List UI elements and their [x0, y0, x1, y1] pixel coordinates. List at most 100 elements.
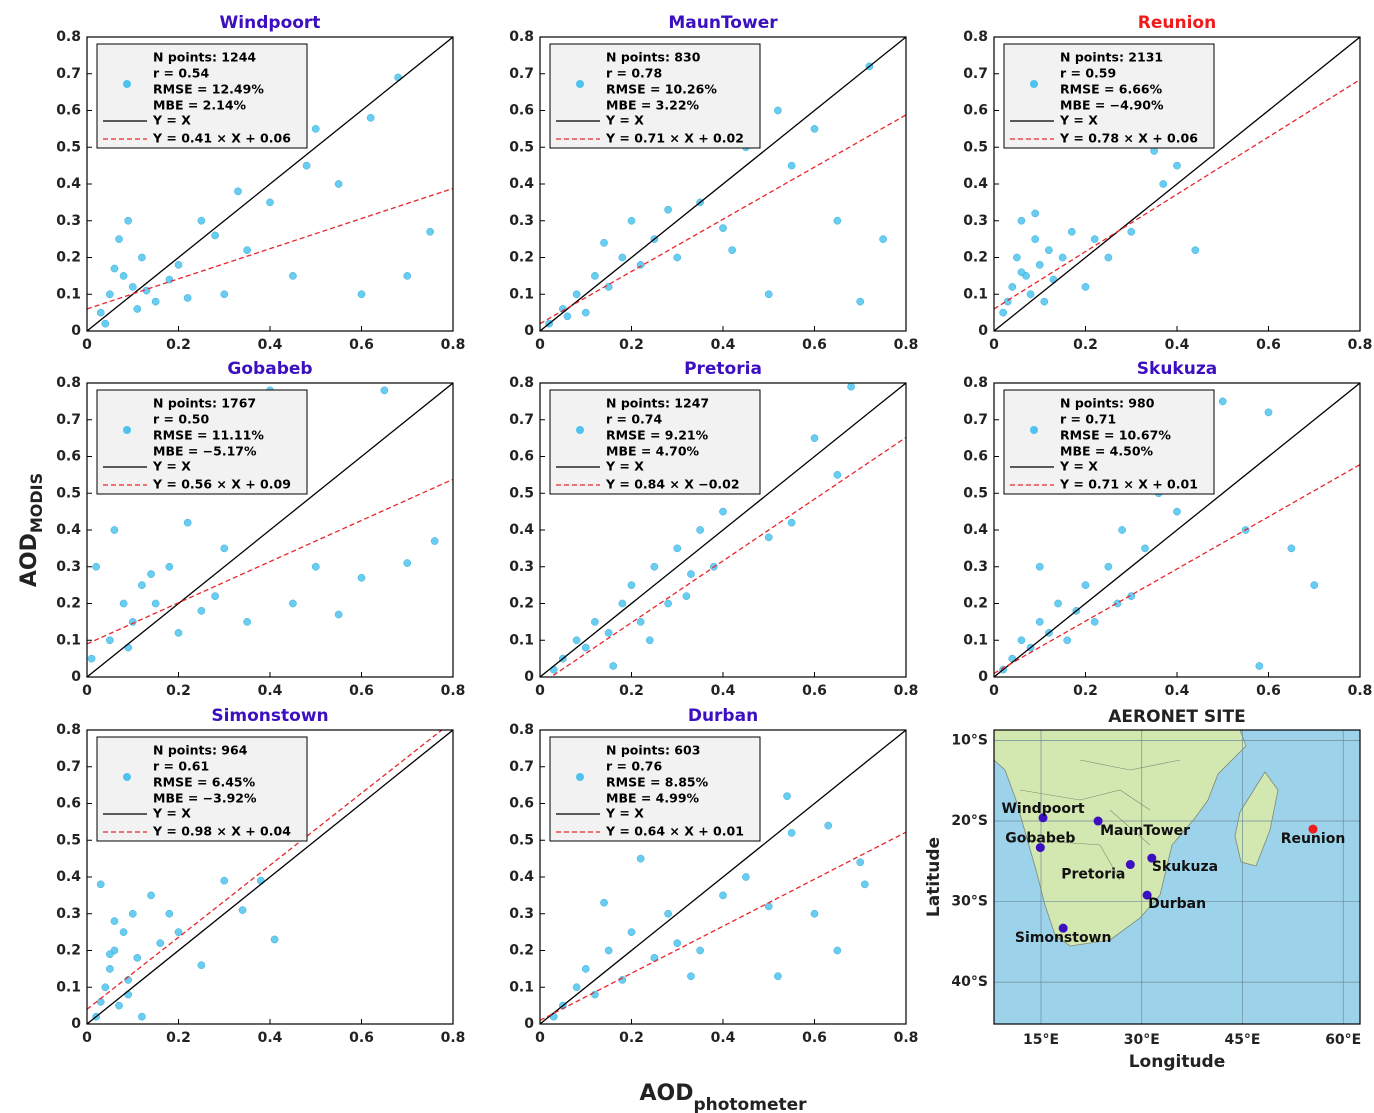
point [1058, 253, 1067, 262]
point [1026, 290, 1035, 299]
y-tick-label: 0.3 [963, 213, 988, 229]
point [174, 629, 183, 637]
point [128, 909, 137, 918]
legend-stat: N points: 830 [606, 50, 701, 65]
point [1090, 618, 1099, 626]
legend-marker [1030, 80, 1038, 88]
y-tick-label: 0.7 [509, 412, 534, 428]
legend-stat: N points: 1247 [606, 396, 709, 411]
point [96, 308, 105, 317]
point [211, 231, 219, 240]
x-tick-label: 15°E [1023, 1032, 1059, 1048]
point [183, 294, 192, 302]
x-tick-label: 0.2 [166, 683, 191, 699]
y-tick-label: 0.4 [963, 176, 988, 192]
fit-line [994, 464, 1360, 674]
point [366, 114, 375, 122]
legend-label: Y = 0.56 × X + 0.09 [152, 477, 291, 492]
point [151, 599, 160, 608]
legend-box [549, 389, 761, 495]
x-tick-label: 0.2 [619, 1030, 644, 1046]
legend-label: Y = X [605, 459, 644, 474]
fit-line [540, 730, 906, 1024]
point [581, 965, 590, 973]
point [591, 272, 599, 280]
point [696, 526, 704, 534]
y-tick-label: 0.1 [509, 632, 534, 648]
legend-label: Y = 0.64 × X + 0.01 [605, 824, 744, 839]
legend-box [96, 43, 308, 149]
point [563, 312, 572, 321]
y-tick-label: 0 [524, 1016, 534, 1032]
y-tick-label: 0.6 [963, 449, 988, 465]
y-tick-label: 0.6 [509, 103, 534, 119]
x-tick-label: 0.6 [1256, 337, 1281, 353]
legend-label: Y = 0.71 × X + 0.01 [1059, 477, 1198, 492]
x-label-sub: photometer [693, 1095, 807, 1113]
x-tick-label: 0.4 [258, 683, 283, 699]
y-tick-label: 0.3 [963, 559, 988, 575]
point [1081, 581, 1090, 589]
y-tick-label: 0.1 [509, 286, 534, 302]
point [1008, 283, 1017, 291]
point [627, 581, 636, 589]
legend-stat: MBE = 3.22% [606, 98, 700, 113]
y-tick-label: 0.4 [56, 869, 81, 885]
y-tick-label: 0.7 [963, 66, 988, 82]
point [96, 880, 105, 889]
point [833, 471, 842, 479]
x-tick-label: 0.8 [894, 683, 919, 699]
y-tick-label: 0.4 [963, 522, 988, 538]
point [394, 73, 402, 82]
point [879, 235, 887, 243]
point [1049, 275, 1058, 284]
y-tick-label: 0.1 [56, 979, 81, 995]
fit-line [87, 383, 453, 677]
x-tick-label: 45°E [1224, 1032, 1260, 1048]
point [1035, 261, 1044, 269]
point [664, 205, 672, 214]
point [604, 629, 613, 637]
fit-line [540, 37, 906, 331]
x-tick-label: 0.4 [711, 683, 736, 699]
legend-stat: MBE = 2.14% [153, 98, 247, 113]
point [591, 618, 599, 626]
legend-stat: RMSE = 11.11% [153, 428, 264, 443]
y-tick-label: 0.3 [56, 213, 81, 229]
point [147, 891, 155, 900]
point [1063, 636, 1072, 645]
legend-stat: RMSE = 10.67% [1060, 428, 1171, 443]
point [1081, 283, 1090, 291]
fit-line [540, 383, 906, 677]
point [604, 946, 613, 955]
point [1218, 397, 1227, 406]
point [138, 253, 146, 262]
point [856, 858, 865, 867]
legend-box [96, 736, 308, 842]
x-tick-label: 0.6 [349, 683, 374, 699]
point [1159, 180, 1168, 188]
legend-stat: MBE = −3.92% [153, 791, 257, 806]
africa-land [994, 730, 1247, 947]
point [133, 305, 142, 313]
y-tick-label: 0.2 [509, 250, 534, 266]
panel-title: Simonstown [211, 706, 328, 726]
point [810, 909, 819, 918]
y-tick-label: 0.5 [56, 485, 81, 501]
y-tick-label: 0.8 [56, 375, 81, 391]
point [151, 297, 160, 306]
point [238, 906, 247, 914]
x-tick-label: 0 [82, 683, 92, 699]
y-tick-label: 0.4 [509, 522, 534, 538]
x-tick-label: 0.6 [802, 683, 827, 699]
point [334, 180, 343, 188]
madagascar-land [1234, 771, 1279, 867]
map-background [994, 730, 1360, 1024]
x-tick-label: 0.6 [802, 1030, 827, 1046]
axes-frame [86, 36, 454, 332]
x-tick-label: 0.8 [894, 1030, 919, 1046]
point [609, 662, 618, 670]
point [764, 290, 773, 299]
legend-stat: MBE = 4.50% [1060, 444, 1154, 459]
site-marker [1147, 853, 1157, 863]
